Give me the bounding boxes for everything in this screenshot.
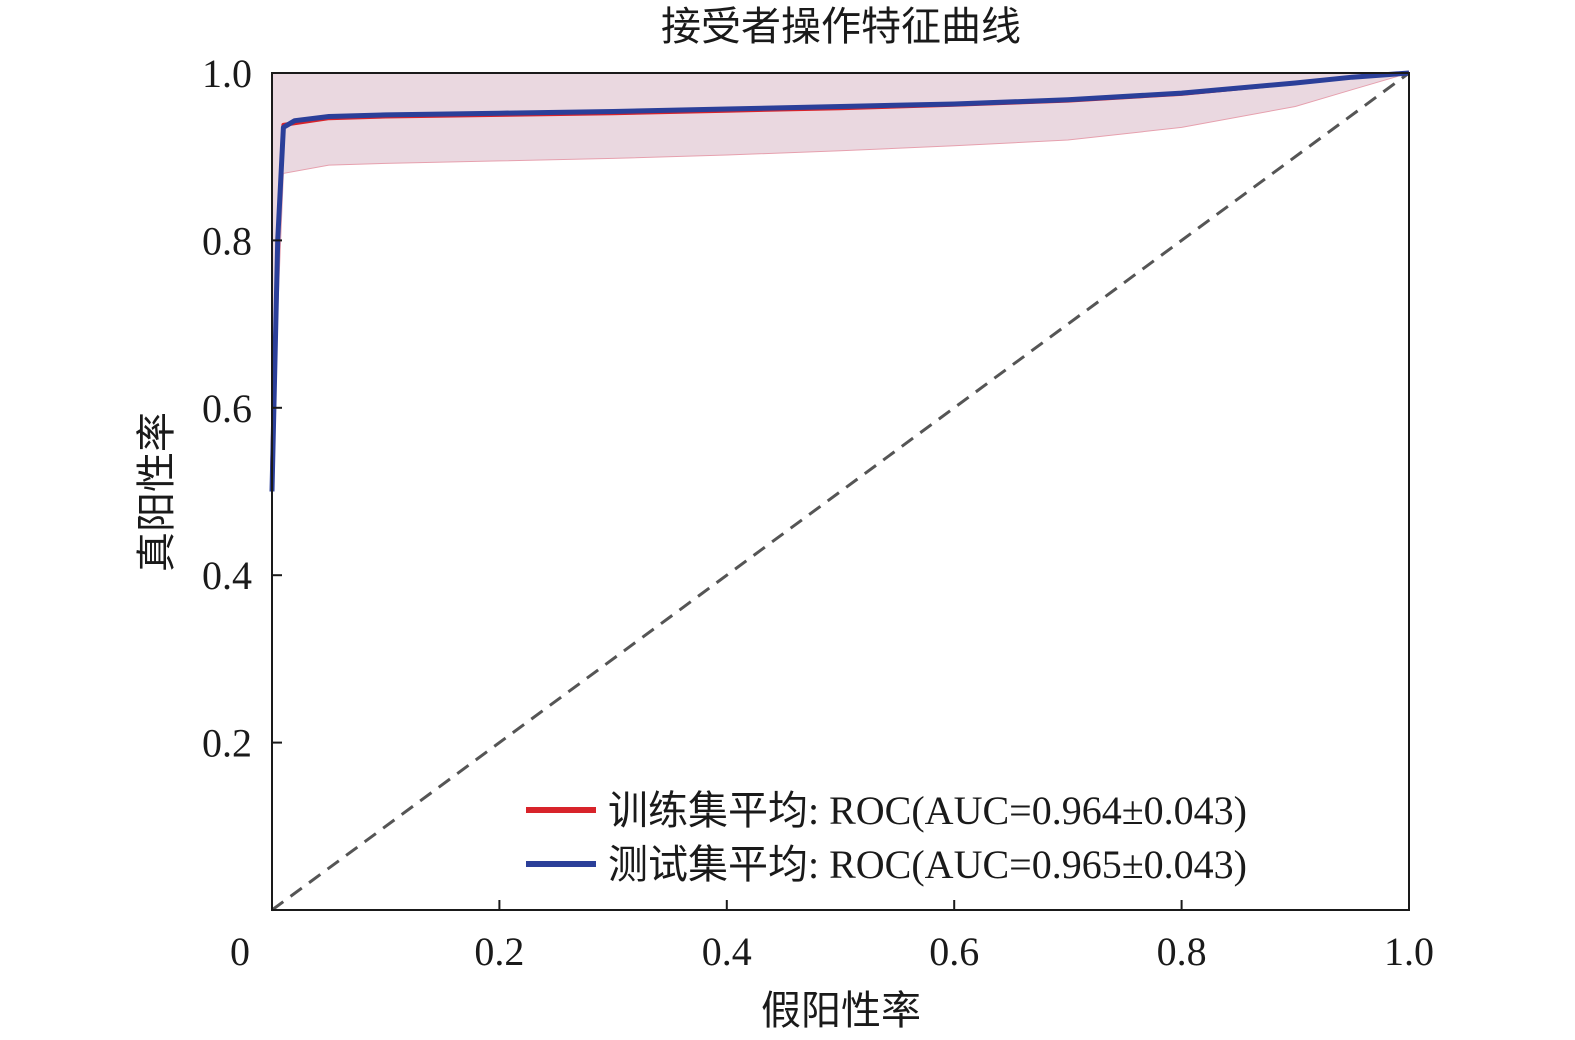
x-tick-label: 1.0 [1384, 929, 1434, 974]
y-tick-label: 0.8 [202, 218, 252, 263]
plot-area [269, 70, 1410, 912]
y-axis: 0.2 0.4 0.6 0.8 1.0 [202, 51, 282, 766]
x-tick-label: 0.8 [1157, 929, 1207, 974]
legend-label-2: 测试集平均: ROC(AUC=0.965±0.043) [608, 842, 1247, 887]
y-tick-label: 1.0 [202, 51, 252, 96]
y-tick-label: 0.4 [202, 553, 252, 598]
x-axis-label: 假阳性率 [761, 988, 921, 1034]
reference-diagonal [271, 71, 1410, 912]
chart-title: 接受者操作特征曲线 [661, 4, 1021, 50]
y-tick-label: 0.6 [202, 386, 252, 431]
y-axis-label: 真阳性率 [134, 412, 180, 572]
x-tick-label: 0 [230, 929, 250, 974]
std-band [271, 72, 1410, 450]
x-tick-label: 0.6 [929, 929, 979, 974]
plot-frame [271, 72, 1410, 911]
x-tick-label: 0.2 [474, 929, 524, 974]
x-axis: 0 0.2 0.4 0.6 0.8 1.0 [230, 900, 1434, 974]
series-line-2 [269, 70, 1410, 492]
y-tick-label: 0.2 [202, 721, 252, 766]
x-tick-label: 0.4 [702, 929, 752, 974]
legend: 训练集平均: ROC(AUC=0.964±0.043) 测试集平均: ROC(AU… [526, 788, 1247, 887]
legend-label-1: 训练集平均: ROC(AUC=0.964±0.043) [608, 788, 1247, 833]
